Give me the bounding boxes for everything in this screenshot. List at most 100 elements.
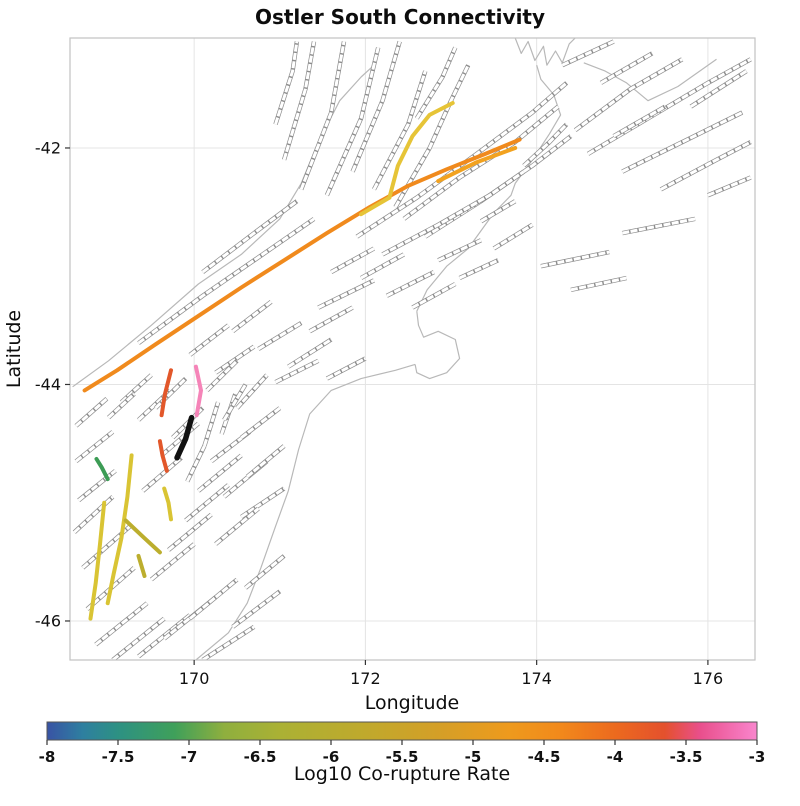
- fault-trace-core: [570, 276, 627, 292]
- x-axis-label: Longitude: [365, 692, 460, 714]
- co-rupture-fault: [123, 518, 162, 555]
- co-rupture-layer: [82, 101, 522, 621]
- co-rupture-fault: [159, 368, 173, 418]
- co-rupture-fault: [436, 146, 518, 184]
- colorbar-tick-label: -5.5: [386, 748, 419, 766]
- fault-trace-core: [188, 324, 230, 357]
- fault-trace-core: [660, 140, 752, 191]
- fault-trace-core: [282, 41, 316, 161]
- co-rupture-fault: [94, 457, 110, 482]
- fault-trace-core: [214, 345, 255, 374]
- fault-trace-core: [205, 359, 239, 392]
- fault-trace: [360, 252, 405, 280]
- fault-trace-core: [184, 483, 230, 522]
- fault-trace-core: [437, 238, 482, 262]
- colorbar-tick-label: -6.5: [244, 748, 277, 766]
- fault-trace-core: [222, 383, 247, 421]
- fault-trace-core: [274, 41, 299, 125]
- co-rupture-fault: [387, 101, 455, 200]
- fault-trace-core: [386, 270, 435, 298]
- fault-trace-core: [351, 41, 402, 173]
- co-rupture-fault: [157, 439, 169, 473]
- fault-trace-core: [214, 507, 260, 546]
- fault-trace-core: [561, 40, 615, 67]
- co-rupture-fault: [82, 137, 522, 393]
- fault-trace-core: [202, 401, 220, 447]
- fault-trace: [308, 305, 354, 334]
- fault-trace-core: [325, 47, 380, 196]
- colorbar-tick-label: -7.5: [102, 748, 135, 766]
- co-rupture-fault: [193, 364, 203, 418]
- fault-trace-core: [355, 81, 568, 238]
- colorbar-tick-label: -5: [465, 748, 482, 766]
- fault-trace-core: [372, 70, 427, 191]
- co-rupture-fault: [162, 486, 173, 522]
- fault-trace-core: [394, 64, 470, 208]
- fault-trace-core: [246, 444, 286, 478]
- fault-trace-core: [111, 617, 166, 660]
- coastline: [195, 363, 416, 660]
- fault-trace-core: [107, 392, 136, 419]
- fault-trace: [411, 282, 457, 310]
- fault-trace-core: [75, 397, 108, 428]
- coastline: [72, 64, 375, 388]
- co-rupture-fault: [359, 195, 392, 217]
- coastline: [514, 38, 576, 66]
- fault-trace-core: [185, 445, 206, 483]
- target-fault: [174, 414, 195, 461]
- fault-trace-core: [120, 373, 153, 404]
- fault-trace-core: [197, 454, 243, 493]
- fault-trace-core: [689, 69, 748, 108]
- fault-trace-core: [299, 41, 346, 190]
- fault-trace-core: [201, 625, 255, 660]
- fault-trace-core: [188, 578, 238, 620]
- fault-trace-core: [612, 105, 666, 138]
- y-tick-label: -44: [35, 375, 61, 394]
- fault-trace-core: [622, 217, 696, 235]
- fault-trace-core: [240, 406, 281, 439]
- fault-trace-core: [326, 357, 367, 380]
- fault-trace-core: [381, 170, 525, 256]
- fault-trace-core: [75, 430, 114, 463]
- fault-trace-core: [150, 542, 196, 581]
- chart-title: Ostler South Connectivity: [255, 5, 545, 29]
- colorbar-gradient-bar: [46, 721, 758, 741]
- fault-trace: [244, 554, 286, 590]
- fault-trace-core: [621, 111, 743, 173]
- fault-trace-core: [522, 123, 568, 167]
- fault-trace-core: [235, 373, 269, 410]
- co-rupture-fault: [88, 500, 107, 621]
- colorbar-tick-label: -3.5: [670, 748, 703, 766]
- y-axis-label: Latitude: [3, 310, 25, 388]
- co-rupture-fault: [105, 453, 134, 606]
- fault-trace-core: [274, 359, 319, 384]
- fault-trace-core: [201, 199, 298, 274]
- fault-trace-core: [77, 469, 117, 502]
- axis-ticks: 170 172 174 176 -42 -44 -46: [35, 138, 723, 688]
- colorbar-ticks: -8 -7.5 -7 -6.5 -6 -5.5 -5 -4.5 -4 -3.5 -3: [39, 740, 766, 766]
- fault-trace-core: [167, 513, 213, 552]
- fault-trace-core: [600, 52, 653, 85]
- colorbar-tick-label: -3: [749, 748, 766, 766]
- fault-trace-core: [574, 57, 683, 132]
- colorbar-label: Log10 Co-rupture Rate: [294, 763, 510, 785]
- fault-trace-core: [231, 300, 273, 333]
- fault-trace-core: [458, 258, 499, 280]
- fault-trace-core: [540, 250, 610, 268]
- colorbar-tick-label: -7: [181, 748, 198, 766]
- fault-trace-core: [493, 223, 534, 250]
- y-tick-label: -46: [35, 611, 61, 630]
- x-tick-label: 176: [693, 669, 724, 688]
- colorbar-tick-label: -4.5: [528, 748, 561, 766]
- fault-trace-core: [707, 176, 752, 197]
- fault-trace-core: [160, 422, 200, 457]
- fault-trace-core: [240, 487, 285, 519]
- fault-network-layer: [72, 39, 752, 660]
- fault-trace-core: [73, 495, 114, 534]
- colorbar: -8 -7.5 -7 -6.5 -6 -5.5 -5 -4.5 -4 -3.5 -3: [39, 721, 766, 766]
- plot-border: [69, 37, 756, 661]
- y-tick-label: -42: [35, 138, 61, 157]
